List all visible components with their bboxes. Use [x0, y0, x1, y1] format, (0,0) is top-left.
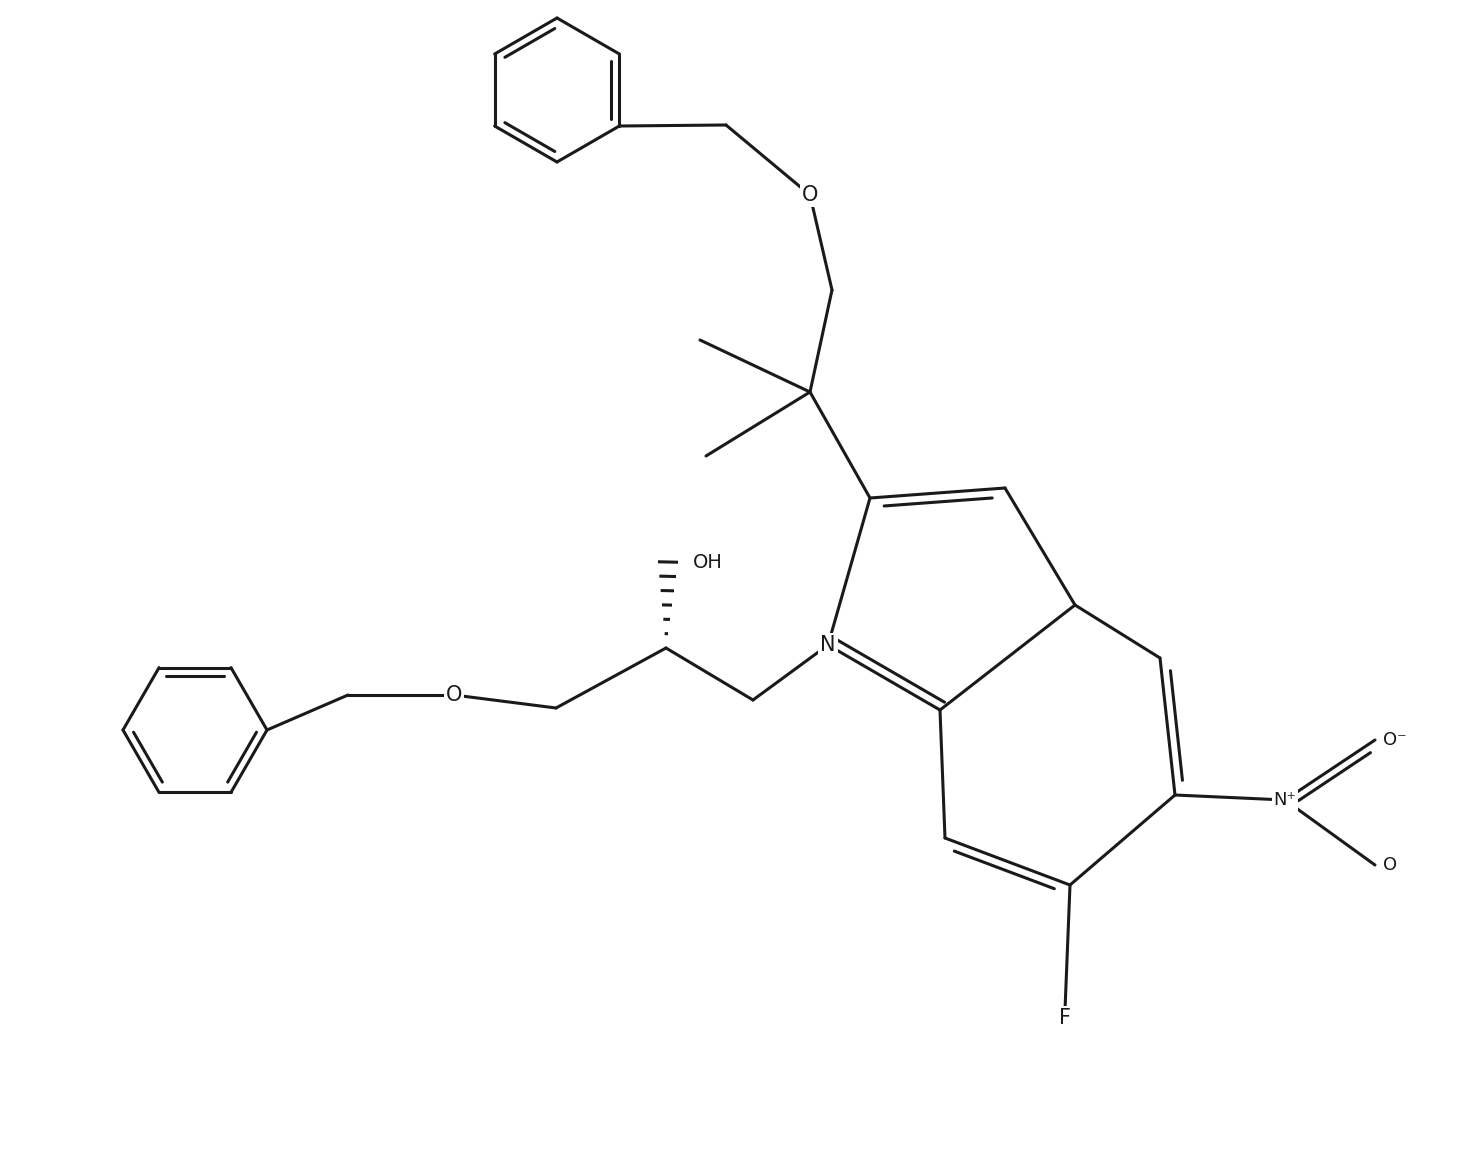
Text: N⁺: N⁺ [1274, 792, 1296, 809]
Text: O⁻: O⁻ [1383, 731, 1407, 748]
Text: F: F [1059, 1008, 1071, 1028]
Text: N: N [820, 636, 835, 655]
Text: O: O [1383, 856, 1397, 874]
Text: O: O [446, 684, 462, 705]
Text: O: O [801, 185, 818, 205]
Text: OH: OH [693, 553, 723, 572]
